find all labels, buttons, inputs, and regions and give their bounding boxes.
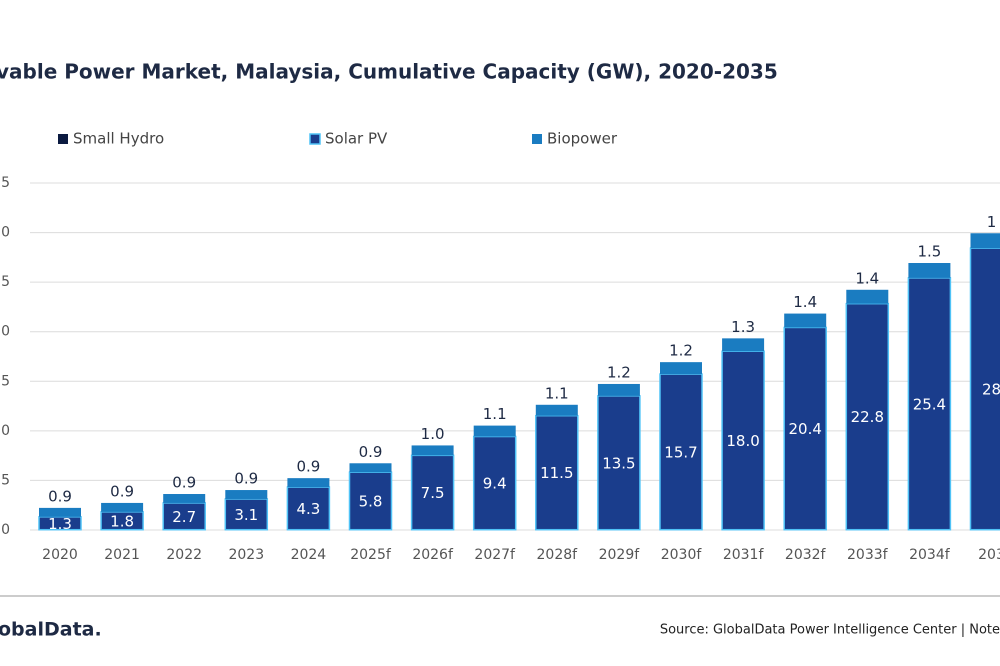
bar-segment xyxy=(473,425,516,437)
legend-swatch xyxy=(309,133,321,145)
x-tick-label: 2031f xyxy=(723,547,765,563)
value-label: 0.9 xyxy=(234,470,258,488)
y-tick-label: 5 xyxy=(1,472,10,488)
y-tick-label: 0 xyxy=(1,522,10,538)
value-label: 20.4 xyxy=(788,420,821,438)
bar-segment xyxy=(225,490,268,499)
bar-segment xyxy=(287,478,330,488)
x-tick-label: 2030f xyxy=(661,547,703,563)
x-tick-label: 2032f xyxy=(785,547,827,563)
source: Source: GlobalData Power Intelligence Ce… xyxy=(660,623,1000,638)
value-label: 1.2 xyxy=(669,342,693,360)
y-tick-label: 5 xyxy=(1,373,10,389)
bar-segment xyxy=(784,313,827,328)
bar-segment xyxy=(659,373,703,531)
logo: obalData. xyxy=(0,619,102,641)
value-label: 15.7 xyxy=(664,443,697,461)
bar-segment xyxy=(660,362,702,375)
value-label: 2.7 xyxy=(172,508,196,526)
y-tick-label: 0 xyxy=(1,423,10,439)
chart-title: vable Power Market, Malaysia, Cumulative… xyxy=(0,60,778,84)
legend-swatch xyxy=(58,134,68,144)
value-label: 4.3 xyxy=(296,500,320,518)
value-label: 18.0 xyxy=(726,432,759,450)
bar-segment xyxy=(39,507,81,517)
y-tick-label: 5 xyxy=(1,274,10,290)
value-label: 9.4 xyxy=(483,475,507,493)
bar-segment xyxy=(970,233,1000,249)
value-label: 1.1 xyxy=(545,384,569,402)
x-tick-label: 203 xyxy=(978,547,1000,563)
bar-segment xyxy=(907,277,952,531)
value-label: 22.8 xyxy=(851,408,884,426)
legend-label: Solar PV xyxy=(325,130,388,148)
bar-segment xyxy=(597,383,640,396)
value-label: 3.1 xyxy=(234,506,258,524)
value-label: 1.8 xyxy=(110,512,134,530)
y-tick-label: 0 xyxy=(1,225,10,241)
y-tick-label: 5 xyxy=(1,175,10,191)
bar-segment xyxy=(846,289,889,304)
value-label: 1.4 xyxy=(793,293,817,311)
bar-segment xyxy=(411,445,454,456)
bar-segment xyxy=(908,263,951,278)
legend-label: Small Hydro xyxy=(73,130,164,148)
bar-segment xyxy=(535,404,578,416)
value-label: 13.5 xyxy=(602,454,635,472)
value-label: 7.5 xyxy=(421,484,445,502)
bar-segment xyxy=(721,350,765,531)
x-tick-label: 2022 xyxy=(166,547,202,563)
x-tick-label: 2033f xyxy=(847,547,889,563)
x-tick-label: 2025f xyxy=(350,547,392,563)
x-tick-label: 2023 xyxy=(228,547,264,563)
legend-swatch xyxy=(532,134,542,144)
bar-segment xyxy=(162,502,206,531)
bar-segment xyxy=(722,338,765,352)
value-label: 1.3 xyxy=(731,318,755,336)
legend-label: Biopower xyxy=(547,130,618,148)
value-label: 28 xyxy=(982,380,1000,398)
y-tick-label: 0 xyxy=(1,324,10,340)
value-label: 0.9 xyxy=(110,482,134,500)
bar-segment xyxy=(410,454,455,531)
bar-segment xyxy=(969,247,1000,531)
bar-segment xyxy=(783,326,827,531)
value-label: 1.2 xyxy=(607,363,631,381)
value-label: 25.4 xyxy=(913,395,946,413)
value-label: 1.5 xyxy=(917,243,941,261)
bar-segment xyxy=(101,502,144,512)
value-label: 1.1 xyxy=(483,405,507,423)
bar-segment xyxy=(349,463,392,473)
bar-segment xyxy=(472,435,517,531)
x-tick-label: 2021 xyxy=(104,547,140,563)
x-tick-label: 2020 xyxy=(42,547,78,563)
value-label: 0.9 xyxy=(359,443,383,461)
value-label: 11.5 xyxy=(540,464,573,482)
x-tick-label: 2026f xyxy=(412,547,454,563)
bar-segment xyxy=(286,486,331,531)
bar-segment xyxy=(163,494,206,503)
x-tick-label: 2028f xyxy=(537,547,579,563)
value-label: 1.4 xyxy=(855,269,879,287)
value-label: 1.3 xyxy=(48,515,72,533)
x-tick-label: 2029f xyxy=(599,547,641,563)
value-label: 0.9 xyxy=(296,458,320,476)
x-tick-label: 2027f xyxy=(474,547,516,563)
value-label: 5.8 xyxy=(359,492,383,510)
bar-segment xyxy=(348,471,393,531)
bar-segment xyxy=(597,395,641,531)
x-tick-label: 2024 xyxy=(291,547,327,563)
value-label: 0.9 xyxy=(48,487,72,505)
value-label: 1.0 xyxy=(421,425,445,443)
x-tick-label: 2034f xyxy=(909,547,951,563)
value-label: 0.9 xyxy=(172,474,196,492)
value-label: 1 xyxy=(987,213,997,231)
bar-segment xyxy=(535,414,579,531)
